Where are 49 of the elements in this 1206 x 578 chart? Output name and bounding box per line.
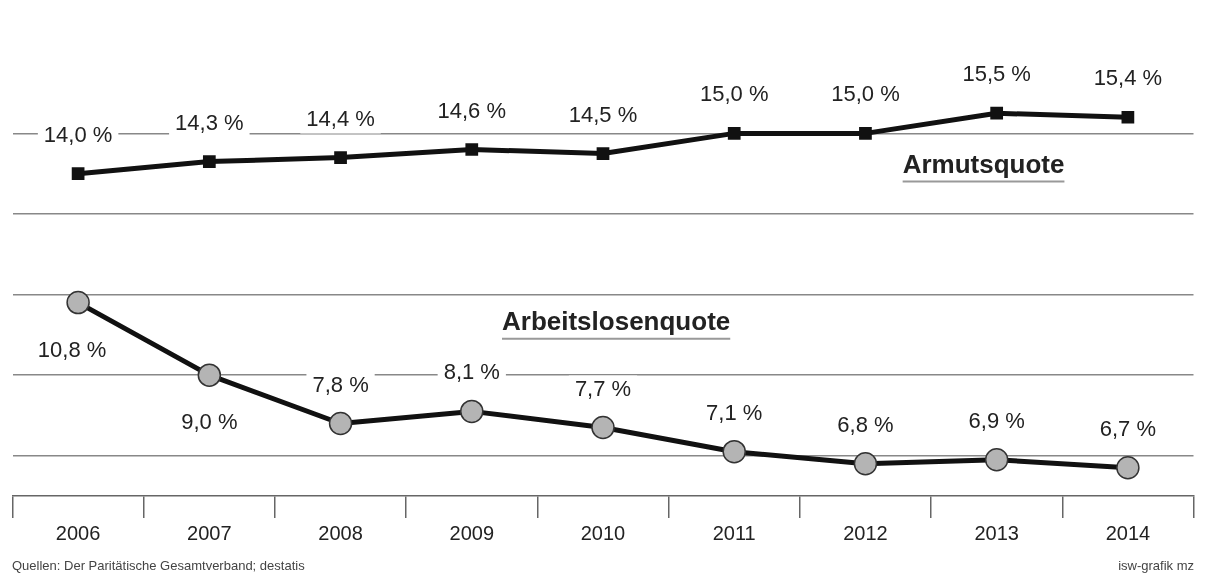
- data-label: 6,9 %: [968, 407, 1025, 433]
- data-label: 15,4 %: [1093, 65, 1163, 91]
- point: [71, 167, 85, 181]
- data-label: 14,6 %: [437, 97, 507, 123]
- x-tick-label: 2013: [974, 521, 1019, 544]
- data-label: 15,5 %: [962, 61, 1031, 87]
- data-label: 6,7 %: [1099, 415, 1157, 441]
- x-tick-label: 2008: [318, 521, 363, 544]
- point: [328, 411, 353, 436]
- point: [591, 415, 615, 440]
- point: [1116, 456, 1140, 480]
- data-label: 15,0 %: [831, 81, 900, 107]
- point: [197, 363, 222, 387]
- data-label: 15,0 %: [699, 81, 769, 107]
- x-tick-label: 2011: [712, 521, 756, 544]
- x-tick-label: 2010: [580, 521, 626, 544]
- data-label: 14,0 %: [43, 121, 113, 147]
- data-label: 14,5 %: [568, 101, 638, 127]
- point: [1121, 110, 1135, 124]
- x-tick-label: 2009: [449, 521, 495, 544]
- data-label: 6,8 %: [837, 411, 894, 437]
- data-label: 14,3 %: [175, 109, 244, 135]
- point: [984, 447, 1009, 472]
- point: [334, 151, 347, 164]
- x-tick-label: 2007: [187, 521, 232, 544]
- point: [859, 127, 872, 140]
- data-label: 8,1 %: [443, 359, 500, 385]
- point: [66, 290, 90, 315]
- data-label: 7,7 %: [574, 375, 632, 401]
- source-note: Quellen: Der Paritätische Gesamtverband; destatis: [12, 558, 306, 573]
- series-label: Armutsquote: [902, 148, 1065, 179]
- point: [465, 143, 479, 156]
- point: [990, 106, 1004, 120]
- data-label: 9,0 %: [181, 409, 238, 435]
- x-tick-label: 2012: [843, 521, 888, 544]
- point: [460, 399, 484, 424]
- point: [727, 127, 741, 140]
- point: [722, 439, 746, 464]
- x-tick-label: 2006: [55, 521, 101, 544]
- point: [596, 147, 610, 160]
- data-label: 7,8 %: [312, 371, 369, 397]
- text: isw-grafik mz: [1118, 558, 1194, 573]
- data-label: 7,1 %: [706, 399, 763, 425]
- data-label: 10,8 %: [37, 336, 107, 362]
- point: [202, 155, 216, 168]
- x-tick-label: 2014: [1105, 521, 1151, 544]
- data-label: 14,4 %: [306, 105, 375, 131]
- text: Arbeitslosenquote: [502, 305, 731, 336]
- point: [853, 452, 878, 476]
